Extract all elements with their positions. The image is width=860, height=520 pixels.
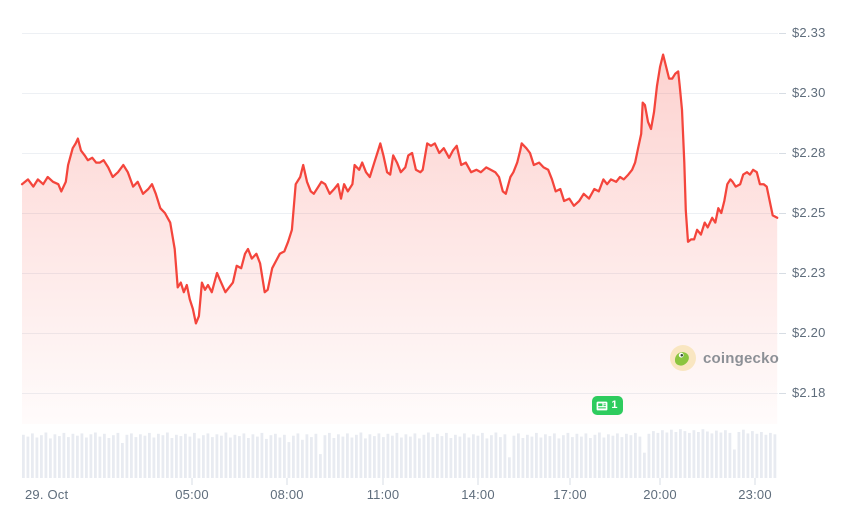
x-axis-label: 05:00	[175, 487, 209, 502]
news-count: 1	[611, 399, 618, 411]
x-axis-label: 17:00	[553, 487, 587, 502]
y-axis-label: $2.20	[792, 325, 826, 340]
x-axis-label: 08:00	[270, 487, 304, 502]
y-axis-label: $2.25	[792, 205, 826, 220]
y-axis-label: $2.33	[792, 25, 826, 40]
coingecko-logo-icon	[670, 345, 696, 371]
y-axis-label: $2.23	[792, 265, 826, 280]
x-axis-label: 14:00	[461, 487, 495, 502]
x-axis-label: 11:00	[366, 487, 400, 502]
coingecko-watermark-link[interactable]: coingecko	[670, 345, 779, 371]
y-axis-label: $2.28	[792, 145, 826, 160]
x-axis-label: 23:00	[738, 487, 772, 502]
x-axis-label: 20:00	[643, 487, 677, 502]
coingecko-brand-text: coingecko	[703, 349, 779, 367]
newspaper-icon	[596, 401, 608, 411]
news-annotation-badge[interactable]: 1	[592, 396, 623, 415]
y-axis-label: $2.30	[792, 85, 826, 100]
y-axis-label: $2.18	[792, 385, 826, 400]
x-axis-label: 29. Oct	[25, 487, 69, 502]
